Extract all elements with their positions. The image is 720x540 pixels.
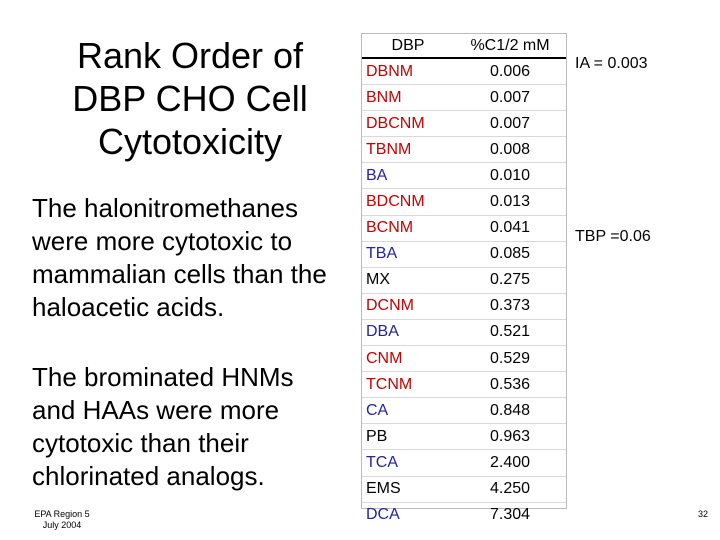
compound-name: PB bbox=[362, 423, 454, 451]
compound-name: DCNM bbox=[362, 293, 454, 320]
paragraph2-line-4: chlorinated analogs. bbox=[32, 461, 265, 491]
concentration-value: 7.304 bbox=[489, 506, 531, 524]
compound-name: CA bbox=[362, 397, 454, 425]
cytotoxicity-table-container: DBP %C1/2 mM DBNM 0.006 BNM 0.007 DBCNM 0.007… bbox=[361, 33, 567, 523]
compound-name: TBNM bbox=[362, 136, 454, 164]
table-row: EMS 4.250 bbox=[362, 476, 566, 503]
concentration-value: 0.275 bbox=[454, 267, 566, 294]
header-concentration: %C1/2 mM bbox=[454, 34, 566, 59]
concentration-value: 0.848 bbox=[454, 397, 566, 425]
table-row: DCNM 0.373 bbox=[362, 293, 566, 320]
table-row: TCA 2.400 bbox=[362, 449, 566, 477]
table-row: BNM 0.007 bbox=[362, 84, 566, 112]
concentration-value: 4.250 bbox=[454, 476, 566, 503]
paragraph2-line-1: The brominated HNMs bbox=[32, 362, 294, 392]
concentration-value: 0.013 bbox=[454, 188, 566, 216]
page-number: 32 bbox=[698, 509, 709, 519]
table-row: TBNM 0.008 bbox=[362, 136, 566, 164]
compound-name: TCNM bbox=[362, 371, 454, 399]
paragraph1-line-2: were more cytotoxic to bbox=[32, 226, 293, 256]
concentration-value: 0.521 bbox=[454, 319, 566, 347]
tbp-note: TBP =0.06 bbox=[575, 228, 651, 245]
compound-name: TBA bbox=[362, 241, 454, 268]
compound-name: BA bbox=[362, 162, 454, 190]
concentration-value: 0.007 bbox=[454, 110, 566, 138]
footer-org: EPA Region 5 July 2004 bbox=[22, 509, 102, 531]
table-row: TBA 0.085 bbox=[362, 241, 566, 268]
header-dbp: DBP bbox=[362, 34, 454, 59]
concentration-value: 0.007 bbox=[454, 84, 566, 112]
paragraph-brominated: The brominated HNMs and HAAs were more c… bbox=[32, 361, 294, 493]
compound-name: DBA bbox=[362, 319, 454, 347]
compound-name: BNM bbox=[362, 84, 454, 112]
table-row: PB 0.963 bbox=[362, 423, 566, 451]
table-header-row: DBP %C1/2 mM bbox=[362, 34, 566, 59]
paragraph1-line-3: mammalian cells than the bbox=[32, 259, 327, 289]
table-row: CNM 0.529 bbox=[362, 345, 566, 373]
table-row: CA 0.848 bbox=[362, 397, 566, 425]
concentration-value: 0.536 bbox=[454, 371, 566, 399]
footer-org-line-1: EPA Region 5 bbox=[34, 509, 90, 519]
compound-name: BCNM bbox=[362, 215, 454, 242]
table-row: BA 0.010 bbox=[362, 162, 566, 190]
compound-name: EMS bbox=[362, 476, 454, 503]
compound-name: TCA bbox=[362, 449, 454, 477]
paragraph1-line-1: The halonitromethanes bbox=[32, 193, 298, 223]
table-row: MX 0.275 bbox=[362, 267, 566, 294]
title-line-2: DBP CHO Cell bbox=[72, 78, 308, 119]
table-row: DBNM 0.006 bbox=[362, 58, 566, 86]
paragraph1-line-4: haloacetic acids. bbox=[32, 292, 225, 322]
concentration-value: 0.963 bbox=[454, 423, 566, 451]
compound-name: MX bbox=[362, 267, 454, 294]
cytotoxicity-table: DBP %C1/2 mM DBNM 0.006 BNM 0.007 DBCNM 0.007… bbox=[362, 34, 566, 528]
concentration-value: 0.041 bbox=[454, 215, 566, 242]
concentration-value: 0.008 bbox=[454, 136, 566, 164]
concentration-value: 0.010 bbox=[454, 162, 566, 190]
concentration-value: 0.529 bbox=[454, 345, 566, 373]
paragraph-halonitromethanes: The halonitromethanes were more cytotoxi… bbox=[32, 192, 327, 324]
compound-name: DCA bbox=[366, 506, 400, 524]
compound-name: CNM bbox=[362, 345, 454, 373]
concentration-value: 0.373 bbox=[454, 293, 566, 320]
table-body: DBNM 0.006 BNM 0.007 DBCNM 0.007 TBNM 0.008 BA 0.… bbox=[362, 58, 566, 528]
paragraph2-line-3: cytotoxic than their bbox=[32, 428, 249, 458]
ia-note: IA = 0.003 bbox=[575, 55, 648, 72]
table-row: DBCNM 0.007 bbox=[362, 110, 566, 138]
compound-name: BDCNM bbox=[362, 188, 454, 216]
table-row: DCA 7.304 bbox=[362, 502, 566, 528]
concentration-value: 0.006 bbox=[454, 58, 566, 86]
compound-name: DBNM bbox=[362, 58, 454, 86]
title-line-1: Rank Order of bbox=[76, 35, 304, 76]
compound-name: DBCNM bbox=[362, 110, 454, 138]
footer-date: July 2004 bbox=[42, 520, 82, 530]
concentration-value: 2.400 bbox=[454, 449, 566, 477]
table-row: DBA 0.521 bbox=[362, 319, 566, 347]
table-row: BCNM 0.041 bbox=[362, 215, 566, 242]
slide-title: Rank Order of DBP CHO Cell Cytotoxicity bbox=[30, 34, 350, 163]
paragraph2-line-2: and HAAs were more bbox=[32, 395, 280, 425]
concentration-value: 0.085 bbox=[454, 241, 566, 268]
table-row: BDCNM 0.013 bbox=[362, 188, 566, 216]
title-line-3: Cytotoxicity bbox=[97, 121, 283, 162]
table-row: TCNM 0.536 bbox=[362, 371, 566, 399]
